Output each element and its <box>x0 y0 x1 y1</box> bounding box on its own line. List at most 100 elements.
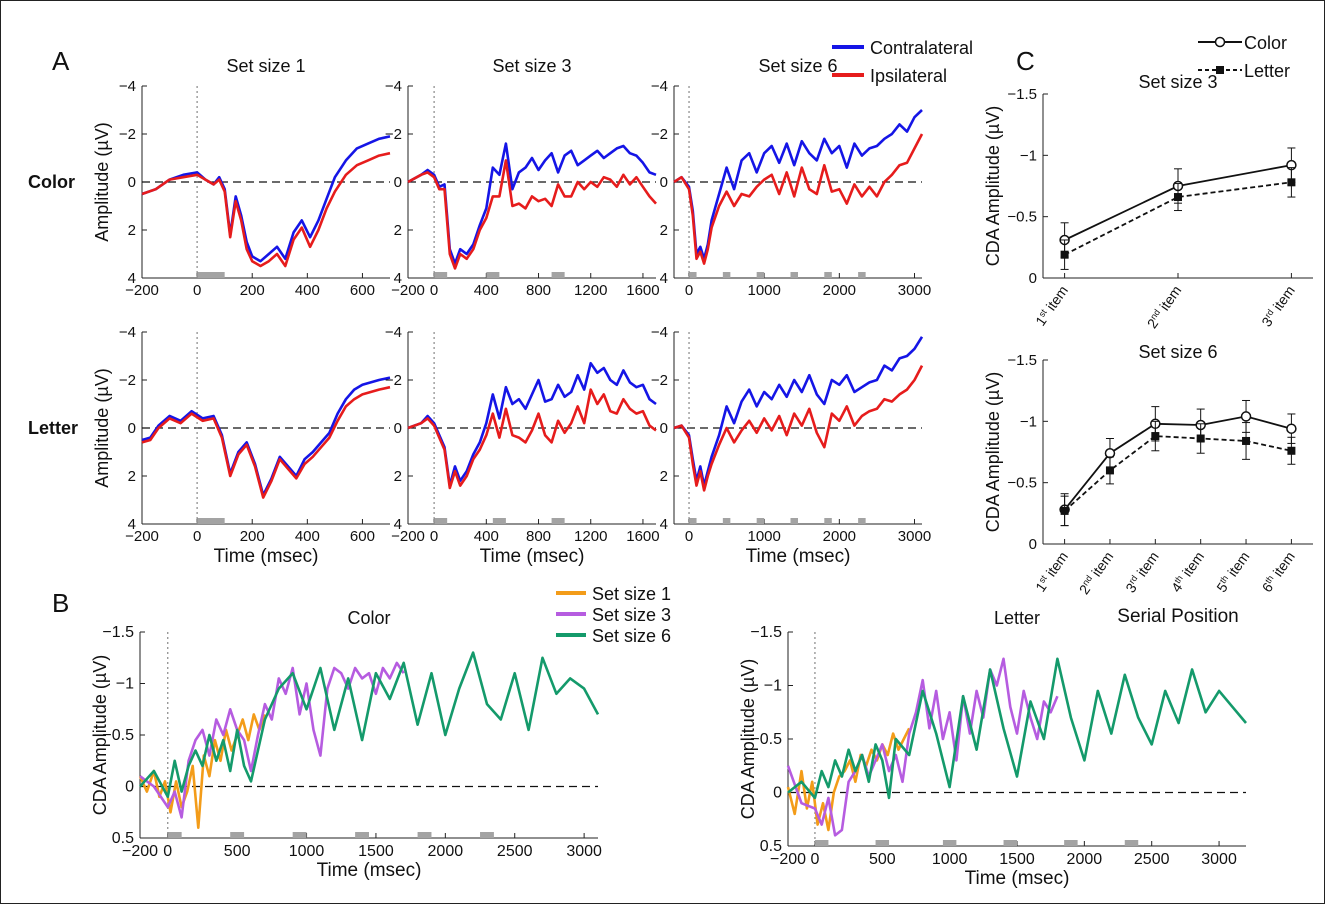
stimulus-marker <box>197 272 225 278</box>
series-line-ipsilateral <box>141 385 391 499</box>
y-axis-label: CDA Amplitude (µV) <box>90 655 110 815</box>
stimulus-marker <box>824 518 832 524</box>
stimulus-marker <box>875 840 890 846</box>
y-tick-label: −2 <box>385 372 402 389</box>
y-tick-label: 0.5 <box>760 838 782 855</box>
chart-A-letter-ss1: −4 −2 0 2 4−200 0 200 400 600 Time (msec) Amplitud… <box>28 324 391 567</box>
x-tick-label: 1600 <box>626 528 659 545</box>
series-line-contralateral <box>407 361 657 487</box>
x-tick-label: −200 <box>125 528 159 545</box>
stimulus-marker <box>551 518 565 524</box>
series-line-ipsilateral <box>407 388 657 490</box>
x-axis-label: Time (msec) <box>746 546 851 567</box>
y-tick-label: −4 <box>119 78 136 95</box>
y-axis-label: CDA Amplitude (µV) <box>983 372 1003 532</box>
x-tick-label: 2000 <box>823 528 856 545</box>
stimulus-marker <box>355 832 369 838</box>
y-tick-label: 4 <box>128 270 136 287</box>
x-tick-label: −200 <box>391 528 425 545</box>
x-tick-label: 3rd item <box>1122 549 1162 596</box>
y-tick-label: −2 <box>385 126 402 143</box>
y-tick-label: 0 <box>660 420 668 437</box>
legend-c: Color Letter <box>1198 33 1290 81</box>
data-point-letter <box>1242 436 1251 445</box>
x-tick-label: −200 <box>122 843 158 860</box>
y-tick-label: −0.5 <box>1007 209 1037 226</box>
y-tick-label: 0.5 <box>112 830 134 847</box>
x-tick-label: 1500 <box>999 851 1035 868</box>
series-line-set-size-6 <box>139 651 600 799</box>
legend-b: Set size 1 Set size 3 Set size 6 <box>556 584 671 646</box>
data-point-letter <box>1105 466 1114 475</box>
x-tick-label: 500 <box>869 851 896 868</box>
y-tick-label: −1 <box>116 676 134 693</box>
y-axis-label: CDA Amplitude (µV) <box>738 659 758 819</box>
stimulus-marker <box>756 272 765 278</box>
chart-title: Set size 6 <box>1138 342 1217 362</box>
stimulus-marker <box>1124 840 1139 846</box>
legend-b-s6-label: Set size 6 <box>592 626 671 646</box>
x-axis-label: Time (msec) <box>214 546 319 567</box>
y-tick-label: −2 <box>119 126 136 143</box>
data-point-color <box>1104 447 1116 459</box>
stimulus-marker <box>292 832 307 838</box>
x-tick-label: 400 <box>474 282 499 299</box>
stimulus-marker <box>1064 840 1078 846</box>
x-tick-label: 200 <box>240 528 265 545</box>
series-line-color <box>1063 415 1292 511</box>
x-tick-label: 3000 <box>898 282 931 299</box>
stimulus-marker <box>230 832 245 838</box>
data-point-letter <box>1287 446 1296 455</box>
x-axis-label: Time (msec) <box>317 860 422 881</box>
data-point-letter <box>1174 193 1182 202</box>
series-line-ipsilateral <box>673 364 924 492</box>
x-tick-label: 600 <box>350 282 375 299</box>
y-tick-label: 4 <box>128 516 136 533</box>
x-tick-label: 4th item <box>1168 549 1207 596</box>
x-tick-label: 400 <box>295 282 320 299</box>
x-tick-label: −200 <box>391 282 425 299</box>
x-tick-label: 1000 <box>289 843 325 860</box>
y-tick-label: −4 <box>651 78 668 95</box>
y-tick-label: −1.5 <box>1007 352 1037 369</box>
stimulus-marker <box>722 518 731 524</box>
chart-A-color-ss3: −4 −2 0 2 4−200 0 400 800 1200 1600 Set size 3 <box>385 56 660 299</box>
stimulus-marker <box>167 832 182 838</box>
y-tick-label: 2 <box>128 468 136 485</box>
stimulus-marker <box>417 832 432 838</box>
y-tick-label: 2 <box>394 222 402 239</box>
x-tick-label: 3rd item <box>1258 283 1298 330</box>
y-tick-label: 0 <box>125 779 134 796</box>
chart-title: Set size 3 <box>492 56 571 76</box>
chart-title: Set size 6 <box>758 56 837 76</box>
chart-B-letter: −1.5−1−0.500.5−200 0 500 1000 1500 2000 2500 30… <box>738 608 1247 889</box>
stimulus-marker <box>814 840 829 846</box>
stimulus-marker <box>434 518 448 524</box>
x-tick-label: 400 <box>474 528 499 545</box>
x-axis-label: Serial Position <box>1117 606 1238 627</box>
stimulus-marker <box>1003 840 1017 846</box>
y-tick-label: −1 <box>1020 147 1037 164</box>
chart-A-color-ss1: −4 −2 0 2 4−200 0 200 400 600 Set size 1 Amplitude… <box>28 56 391 299</box>
data-point-letter <box>1060 250 1069 259</box>
x-tick-label: 6th item <box>1259 549 1298 596</box>
chart-A-letter-ss3: −4 −2 0 2 4−200 0 400 800 1200 1600 Time (msec) <box>385 324 660 567</box>
x-tick-label: 1st item <box>1032 549 1071 595</box>
y-tick-label: 0 <box>660 174 668 191</box>
x-tick-label: 0 <box>163 843 172 860</box>
data-point-letter <box>1196 434 1205 443</box>
legend-c-letter-marker <box>1216 66 1224 74</box>
y-tick-label: −4 <box>385 324 402 341</box>
x-tick-label: 3000 <box>1201 851 1237 868</box>
series-line-letter <box>1064 435 1292 512</box>
data-point-letter <box>1287 178 1296 187</box>
chart-title: Set size 1 <box>226 56 305 76</box>
x-tick-label: 0 <box>430 528 438 545</box>
y-tick-label: −4 <box>385 78 402 95</box>
panel-letter-c: C <box>1016 46 1035 76</box>
data-point-color <box>1286 423 1297 434</box>
x-tick-label: 2000 <box>428 843 464 860</box>
